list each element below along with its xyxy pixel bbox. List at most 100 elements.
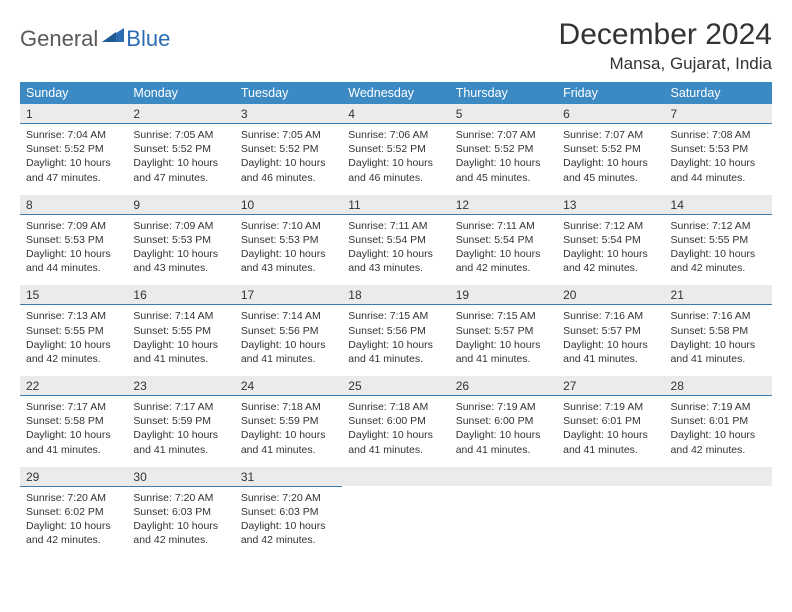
sunrise-text: Sunrise: 7:09 AM — [26, 219, 121, 233]
day-content-cell: Sunrise: 7:20 AMSunset: 6:02 PMDaylight:… — [20, 486, 127, 557]
weekday-mon: Monday — [127, 82, 234, 104]
day-number-cell: 25 — [342, 376, 449, 396]
day-content-cell — [450, 486, 557, 557]
sunset-text: Sunset: 5:57 PM — [563, 324, 658, 338]
daylight-line1: Daylight: 10 hours — [241, 519, 336, 533]
day-content-cell: Sunrise: 7:10 AMSunset: 5:53 PMDaylight:… — [235, 214, 342, 285]
weekday-header-row: Sunday Monday Tuesday Wednesday Thursday… — [20, 82, 772, 104]
sunset-text: Sunset: 6:00 PM — [348, 414, 443, 428]
title-block: December 2024 Mansa, Gujarat, India — [559, 18, 772, 74]
sunrise-text: Sunrise: 7:14 AM — [133, 309, 228, 323]
sunrise-text: Sunrise: 7:18 AM — [348, 400, 443, 414]
daynum-row: 891011121314 — [20, 195, 772, 215]
sunrise-text: Sunrise: 7:19 AM — [671, 400, 766, 414]
day-content-cell: Sunrise: 7:14 AMSunset: 5:55 PMDaylight:… — [127, 305, 234, 376]
daylight-line1: Daylight: 10 hours — [563, 428, 658, 442]
day-number-cell: 31 — [235, 467, 342, 487]
day-content-cell: Sunrise: 7:16 AMSunset: 5:58 PMDaylight:… — [665, 305, 772, 376]
day-content-cell: Sunrise: 7:20 AMSunset: 6:03 PMDaylight:… — [127, 486, 234, 557]
month-title: December 2024 — [559, 18, 772, 52]
daylight-line1: Daylight: 10 hours — [26, 338, 121, 352]
day-content-cell: Sunrise: 7:18 AMSunset: 6:00 PMDaylight:… — [342, 396, 449, 467]
weekday-tue: Tuesday — [235, 82, 342, 104]
daylight-line2: and 42 minutes. — [563, 261, 658, 275]
daylight-line2: and 41 minutes. — [133, 443, 228, 457]
daylight-line1: Daylight: 10 hours — [26, 519, 121, 533]
sunset-text: Sunset: 6:01 PM — [671, 414, 766, 428]
page-header: General Blue December 2024 Mansa, Gujara… — [20, 18, 772, 74]
sunrise-text: Sunrise: 7:17 AM — [133, 400, 228, 414]
daylight-line1: Daylight: 10 hours — [133, 428, 228, 442]
daylight-line2: and 47 minutes. — [133, 171, 228, 185]
daylight-line1: Daylight: 10 hours — [26, 247, 121, 261]
day-number-cell: 26 — [450, 376, 557, 396]
day-number-cell: 18 — [342, 285, 449, 305]
sunrise-text: Sunrise: 7:11 AM — [456, 219, 551, 233]
day-number-cell — [450, 467, 557, 487]
weekday-sat: Saturday — [665, 82, 772, 104]
day-content-cell: Sunrise: 7:19 AMSunset: 6:01 PMDaylight:… — [665, 396, 772, 467]
daynum-row: 22232425262728 — [20, 376, 772, 396]
daylight-line1: Daylight: 10 hours — [348, 428, 443, 442]
daylight-line1: Daylight: 10 hours — [133, 338, 228, 352]
daylight-line2: and 41 minutes. — [133, 352, 228, 366]
day-content-cell — [557, 486, 664, 557]
day-content-row: Sunrise: 7:13 AMSunset: 5:55 PMDaylight:… — [20, 305, 772, 376]
daylight-line2: and 42 minutes. — [241, 533, 336, 547]
sunset-text: Sunset: 5:55 PM — [671, 233, 766, 247]
day-content-cell: Sunrise: 7:09 AMSunset: 5:53 PMDaylight:… — [20, 214, 127, 285]
day-number-cell: 20 — [557, 285, 664, 305]
day-number-cell: 16 — [127, 285, 234, 305]
daylight-line2: and 41 minutes. — [456, 443, 551, 457]
sunset-text: Sunset: 5:59 PM — [133, 414, 228, 428]
day-content-cell — [665, 486, 772, 557]
day-content-cell: Sunrise: 7:09 AMSunset: 5:53 PMDaylight:… — [127, 214, 234, 285]
daylight-line2: and 41 minutes. — [241, 443, 336, 457]
daylight-line2: and 41 minutes. — [456, 352, 551, 366]
sunset-text: Sunset: 5:54 PM — [348, 233, 443, 247]
daylight-line1: Daylight: 10 hours — [563, 338, 658, 352]
daylight-line1: Daylight: 10 hours — [133, 156, 228, 170]
day-content-cell: Sunrise: 7:13 AMSunset: 5:55 PMDaylight:… — [20, 305, 127, 376]
day-content-cell: Sunrise: 7:04 AMSunset: 5:52 PMDaylight:… — [20, 124, 127, 195]
daylight-line2: and 46 minutes. — [348, 171, 443, 185]
day-content-cell: Sunrise: 7:11 AMSunset: 5:54 PMDaylight:… — [342, 214, 449, 285]
day-number-cell: 15 — [20, 285, 127, 305]
day-content-row: Sunrise: 7:09 AMSunset: 5:53 PMDaylight:… — [20, 214, 772, 285]
sunrise-text: Sunrise: 7:08 AM — [671, 128, 766, 142]
sunrise-text: Sunrise: 7:20 AM — [133, 491, 228, 505]
day-content-cell — [342, 486, 449, 557]
daylight-line2: and 41 minutes. — [26, 443, 121, 457]
sunrise-text: Sunrise: 7:19 AM — [563, 400, 658, 414]
day-content-cell: Sunrise: 7:14 AMSunset: 5:56 PMDaylight:… — [235, 305, 342, 376]
day-content-cell: Sunrise: 7:07 AMSunset: 5:52 PMDaylight:… — [557, 124, 664, 195]
brand-logo: General Blue — [20, 18, 170, 52]
daylight-line2: and 41 minutes. — [348, 443, 443, 457]
daylight-line1: Daylight: 10 hours — [26, 156, 121, 170]
sunset-text: Sunset: 5:53 PM — [26, 233, 121, 247]
daylight-line1: Daylight: 10 hours — [671, 247, 766, 261]
sunset-text: Sunset: 5:52 PM — [26, 142, 121, 156]
sunrise-text: Sunrise: 7:10 AM — [241, 219, 336, 233]
sunrise-text: Sunrise: 7:06 AM — [348, 128, 443, 142]
daylight-line1: Daylight: 10 hours — [563, 247, 658, 261]
day-number-cell: 8 — [20, 195, 127, 215]
daylight-line1: Daylight: 10 hours — [456, 428, 551, 442]
sunset-text: Sunset: 5:52 PM — [133, 142, 228, 156]
day-number-cell: 9 — [127, 195, 234, 215]
daylight-line1: Daylight: 10 hours — [456, 247, 551, 261]
daylight-line2: and 42 minutes. — [456, 261, 551, 275]
sunset-text: Sunset: 6:03 PM — [241, 505, 336, 519]
daylight-line2: and 41 minutes. — [348, 352, 443, 366]
day-content-cell: Sunrise: 7:18 AMSunset: 5:59 PMDaylight:… — [235, 396, 342, 467]
daylight-line2: and 41 minutes. — [241, 352, 336, 366]
brand-triangle-icon — [102, 26, 124, 47]
sunset-text: Sunset: 5:54 PM — [563, 233, 658, 247]
daylight-line2: and 42 minutes. — [671, 261, 766, 275]
calendar-body: 1234567Sunrise: 7:04 AMSunset: 5:52 PMDa… — [20, 104, 772, 557]
daylight-line2: and 42 minutes. — [133, 533, 228, 547]
weekday-fri: Friday — [557, 82, 664, 104]
daylight-line1: Daylight: 10 hours — [348, 338, 443, 352]
daylight-line1: Daylight: 10 hours — [671, 338, 766, 352]
day-content-cell: Sunrise: 7:07 AMSunset: 5:52 PMDaylight:… — [450, 124, 557, 195]
